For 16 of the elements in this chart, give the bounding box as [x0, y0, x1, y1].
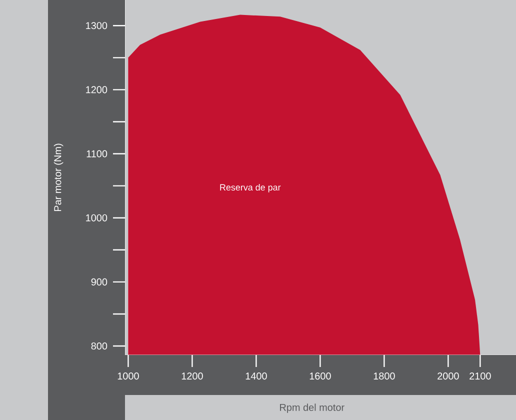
x-tick-label: 2100	[470, 372, 491, 380]
annotation: Reserva de par	[220, 184, 281, 192]
y-tick-label: 1000	[86, 214, 108, 222]
x-axis-title: Rpm del motor	[280, 404, 344, 413]
y-axis-title: Par motor (Nm)	[54, 144, 64, 211]
y-tick-label: 1300	[86, 22, 108, 30]
x-tick-label: 1600	[310, 372, 331, 380]
y-tick-label: 900	[91, 278, 108, 286]
y-tick-label: 800	[91, 342, 108, 350]
x-tick-label: 1800	[374, 372, 395, 380]
x-tick-label: 1200	[182, 372, 203, 380]
y-tick-label: 1100	[86, 150, 108, 158]
x-tick-label: 1000	[118, 372, 139, 380]
y-tick-label: 1200	[86, 86, 108, 94]
x-tick-label: 1400	[246, 372, 267, 380]
x-tick-label: 2000	[438, 372, 459, 380]
